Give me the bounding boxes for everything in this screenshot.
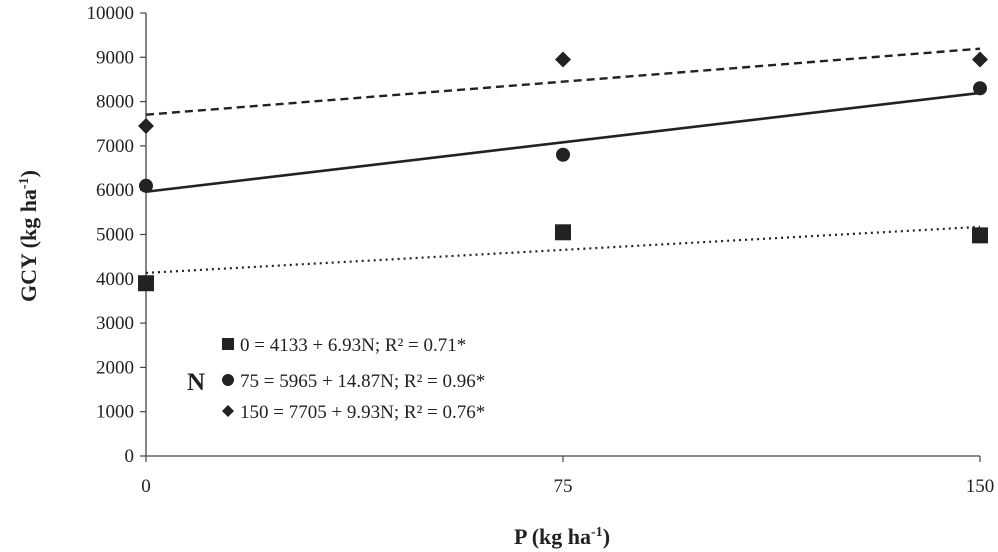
y-tick-label: 5000: [96, 225, 134, 246]
legend-group-label: N: [187, 369, 205, 396]
data-point-150-2: [972, 51, 988, 68]
y-tick-label: 9000: [96, 47, 134, 68]
y-tick-label: 8000: [96, 92, 134, 113]
data-points: [138, 51, 988, 292]
data-point-0-1: [555, 224, 571, 241]
y-tick-labels: 0 1000 2000 3000 4000 5000 6000 7000 8000 9000 100…: [87, 3, 135, 467]
data-point-0-2: [972, 227, 988, 244]
x-tick-label: 0: [141, 476, 151, 497]
legend-marker-diamond: [222, 405, 234, 417]
data-point-75-0: [139, 178, 153, 193]
legend-label-75: 75 = 5965 + 14.87N; R² = 0.96*: [240, 371, 485, 392]
legend-label-0: 0 = 4133 + 6.93N; R² = 0.71*: [240, 335, 466, 356]
trend-line-150: [145, 47, 981, 116]
y-axis-title: GCY (kg ha-1): [16, 170, 41, 302]
y-tick-label: 4000: [96, 269, 134, 290]
data-point-0-0: [138, 275, 154, 292]
y-tick-label: 6000: [96, 180, 134, 201]
y-tick-label: 1000: [96, 402, 134, 423]
trend-line-75: [145, 91, 981, 194]
y-tick-label: 0: [125, 446, 135, 467]
legend-label-150: 150 = 7705 + 9.93N; R² = 0.76*: [240, 402, 485, 423]
y-tick-label: 2000: [96, 357, 134, 378]
trend-line-0: [145, 225, 981, 275]
y-tick-label: 7000: [96, 136, 134, 157]
y-tick-label: 10000: [87, 3, 135, 24]
legend-marker-square: [222, 338, 234, 350]
x-axis-title: P (kg ha-1): [514, 524, 610, 549]
data-point-150-1: [555, 51, 571, 68]
x-tick-labels: 0 75 150: [141, 476, 994, 497]
y-tick-label: 3000: [96, 313, 134, 334]
legend: N 0 = 4133 + 6.93N; R² = 0.71* 75 = 5965…: [187, 335, 485, 423]
axes: [140, 12, 981, 462]
x-tick-label: 75: [554, 476, 573, 497]
y-axis-title-main: GCY (kg ha: [16, 189, 41, 302]
legend-marker-circle: [222, 374, 234, 386]
x-axis-title-close: ): [603, 524, 610, 549]
x-axis-title-sup: -1: [591, 525, 603, 540]
y-axis-title-sup: -1: [17, 177, 32, 189]
x-tick-label: 150: [966, 476, 995, 497]
trend-lines: [145, 47, 981, 275]
y-axis-title-close: ): [16, 170, 41, 177]
data-point-75-2: [973, 81, 987, 96]
x-axis-title-main: P (kg ha: [514, 524, 591, 549]
data-point-75-1: [556, 147, 570, 162]
data-point-150-0: [138, 117, 154, 134]
